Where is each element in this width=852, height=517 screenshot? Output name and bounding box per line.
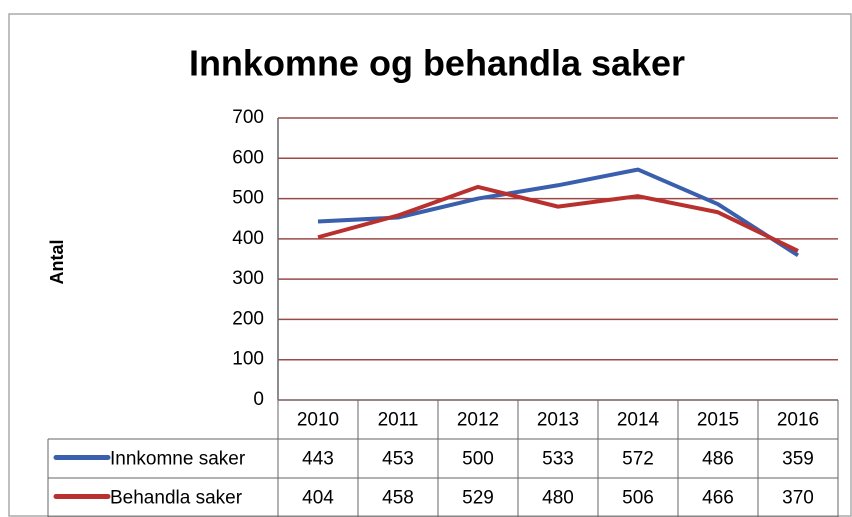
y-tick-label: 400 (232, 228, 264, 249)
chart-border (8, 13, 852, 517)
y-tick-label: 0 (253, 389, 264, 410)
table-value: 466 (702, 488, 734, 509)
legend-label: Innkomne saker (110, 449, 246, 470)
x-tick-label: 2015 (697, 410, 739, 431)
table-value: 453 (382, 449, 414, 470)
x-tick-label: 2012 (457, 410, 499, 431)
table-value: 404 (302, 488, 334, 509)
table-value: 500 (462, 449, 494, 470)
table-value: 480 (542, 488, 574, 509)
table-value: 506 (622, 488, 654, 509)
legend-label: Behandla saker (110, 488, 243, 509)
table-value: 486 (702, 449, 734, 470)
x-tick-label: 2011 (378, 410, 419, 431)
y-tick-label: 700 (232, 107, 264, 128)
y-tick-label: 300 (232, 268, 264, 289)
x-tick-label: 2010 (297, 410, 339, 431)
table-value: 370 (782, 488, 814, 509)
y-tick-label: 200 (232, 308, 264, 329)
y-tick-label: 600 (232, 147, 264, 168)
series-line (317, 184, 799, 253)
x-tick-label: 2014 (617, 410, 660, 431)
table-value: 572 (622, 449, 654, 470)
x-tick-label: 2013 (537, 410, 579, 431)
table-value: 443 (302, 449, 334, 470)
table-value: 359 (782, 449, 814, 470)
y-axis-label: Antal (47, 240, 67, 285)
y-tick-label: 500 (232, 188, 264, 209)
y-tick-label: 100 (232, 349, 264, 370)
table-value: 458 (382, 488, 414, 509)
chart-title: Innkomne og behandla saker (189, 43, 685, 84)
x-tick-label: 2016 (777, 410, 819, 431)
table-value: 533 (542, 449, 574, 470)
table-value: 529 (462, 488, 494, 509)
